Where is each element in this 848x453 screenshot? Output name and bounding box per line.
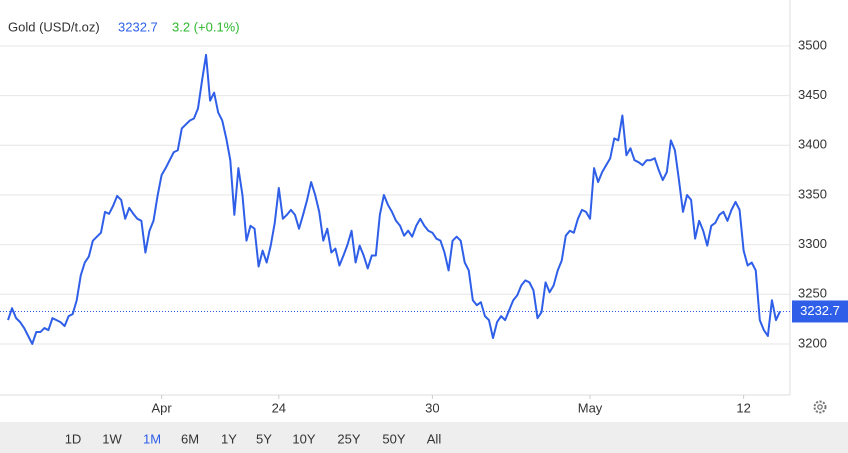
range-button[interactable]: 10Y [292,431,315,446]
x-tick-label: May [578,400,603,415]
y-tick-label: 3450 [798,87,827,102]
y-tick-label: 3200 [798,335,827,350]
range-button[interactable]: 1Y [221,431,237,446]
price-tag-label: 3232.7 [800,303,840,318]
range-button[interactable]: 1D [65,431,82,446]
x-tick-label: 24 [272,400,286,415]
range-button[interactable]: 25Y [337,431,360,446]
y-tick-label: 3300 [798,236,827,251]
settings-icon[interactable] [813,400,827,414]
y-tick-label: 3250 [798,286,827,301]
range-button[interactable]: 6M [181,431,199,446]
range-button[interactable]: All [427,431,442,446]
x-tick-label: Apr [151,400,172,415]
y-tick-label: 3500 [798,37,827,52]
last-price: 3232.7 [118,19,158,34]
price-tag [792,300,848,323]
x-tick-label: 12 [736,400,750,415]
x-tick-label: 30 [425,400,439,415]
range-button[interactable]: 1W [102,431,122,446]
price-change: 3.2 (+0.1%) [172,19,240,34]
instrument-title: Gold (USD/t.oz) [8,19,100,34]
gear-hub [817,404,823,410]
y-tick-label: 3350 [798,186,827,201]
toolbar [0,422,848,453]
range-button[interactable]: 1M [143,431,161,446]
y-tick-label: 3400 [798,137,827,152]
gear-teeth [813,400,827,414]
range-button[interactable]: 5Y [256,431,272,446]
price-line [7,53,781,345]
range-button[interactable]: 50Y [382,431,405,446]
